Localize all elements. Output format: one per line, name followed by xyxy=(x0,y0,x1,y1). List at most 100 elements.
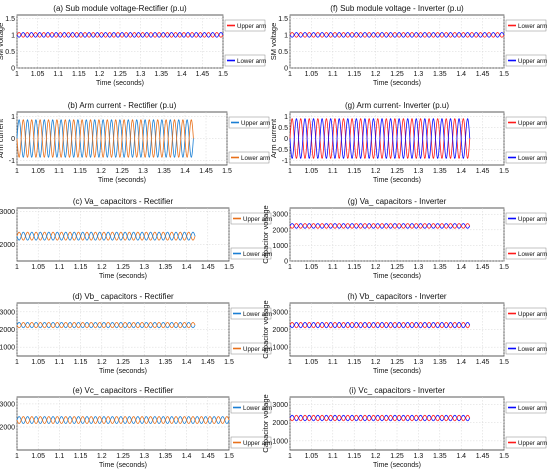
legend-box xyxy=(505,436,547,449)
legend-entry-1: Lower arm xyxy=(505,401,547,414)
y-tick-label: 0 xyxy=(11,66,15,73)
y-tick-label: 2000 xyxy=(272,420,288,427)
x-tick-label: 1.5 xyxy=(499,168,509,175)
legend-label: Lower arm xyxy=(243,251,272,258)
x-tick-label: 1 xyxy=(15,453,19,460)
x-tick-label: 1.5 xyxy=(222,168,232,175)
x-tick-label: 1.2 xyxy=(371,359,381,366)
y-tick-label: 3000 xyxy=(272,212,288,219)
x-tick-label: 1.25 xyxy=(116,453,130,460)
legend-entry-1: Lower arm xyxy=(230,307,272,320)
x-tick-label: 1.5 xyxy=(224,453,234,460)
x-tick-label: 1.15 xyxy=(347,168,361,175)
legend-label: Upper arm xyxy=(518,440,547,447)
y-tick-label: 3000 xyxy=(272,309,288,316)
y-tick-label: 0.5 xyxy=(278,49,288,56)
legend-entry-1: Upper arm xyxy=(505,307,547,320)
x-tick-label: 1.05 xyxy=(305,71,319,78)
x-tick-label: 1.3 xyxy=(414,264,424,271)
x-tick-label: 1.05 xyxy=(305,359,319,366)
x-tick-label: 1.5 xyxy=(224,359,234,366)
legend-box xyxy=(224,19,266,32)
subplot-7: (g) Arm current- Inverter (p.u) 1 1.05 1.1 1… xyxy=(269,101,547,184)
x-tick-label: 1.5 xyxy=(499,264,509,271)
x-tick-label: 1.4 xyxy=(177,71,187,78)
subplot-9: (h) Vb_ capacitors - Inverter 1 1.05 1.1 1.1… xyxy=(261,292,547,375)
x-tick-label: 1.5 xyxy=(499,453,509,460)
legend-label: Upper arm xyxy=(243,216,272,223)
x-tick-label: 1.35 xyxy=(433,359,447,366)
x-tick-label: 1.45 xyxy=(476,453,490,460)
y-tick-label: 2000 xyxy=(0,327,15,334)
x-tick-label: 1 xyxy=(288,359,292,366)
legend-entry-1: Upper arm xyxy=(505,212,547,225)
series-line-2 xyxy=(16,416,230,424)
x-tick-label: 1 xyxy=(288,168,292,175)
y-tick-label: -1 xyxy=(282,158,288,165)
x-tick-label: 1.2 xyxy=(371,71,381,78)
x-tick-label: 1.3 xyxy=(414,71,424,78)
y-tick-label: 0 xyxy=(284,259,288,266)
series-line-2 xyxy=(16,119,194,158)
legend-entry-2: Upper arm xyxy=(230,342,272,355)
x-tick-label: 1.35 xyxy=(433,71,447,78)
y-tick-label: 1000 xyxy=(272,243,288,250)
y-tick-label: 1 xyxy=(11,32,15,39)
legend-entry-2: Lower arm xyxy=(505,151,547,164)
x-axis-label: Time (seconds) xyxy=(98,177,146,184)
x-tick-label: 1.05 xyxy=(31,453,45,460)
x-tick-label: 1 xyxy=(15,71,19,78)
subplot-3: (c) Va_ capacitors - Rectifier 1 1.05 1.1 1.… xyxy=(0,197,272,280)
axes-box xyxy=(289,14,505,69)
x-tick-label: 1.2 xyxy=(96,168,106,175)
subplot-title: (g) Va_ capacitors - Inverter xyxy=(348,197,447,206)
legend-label: Upper arm xyxy=(518,120,547,127)
x-tick-label: 1.05 xyxy=(31,264,45,271)
legend-entry-2: Upper arm xyxy=(505,54,547,67)
legend-label: Lower arm xyxy=(241,155,270,162)
series-line-2 xyxy=(289,32,505,38)
x-tick-label: 1.35 xyxy=(433,168,447,175)
x-tick-label: 1.15 xyxy=(73,168,87,175)
subplot-title: (h) Vb_ capacitors - Inverter xyxy=(347,292,446,301)
x-tick-label: 1.25 xyxy=(113,71,127,78)
x-tick-label: 1.45 xyxy=(196,71,210,78)
x-tick-label: 1.15 xyxy=(74,359,88,366)
y-axis-label: Capacitor voltage xyxy=(261,300,270,358)
x-tick-label: 1.15 xyxy=(347,264,361,271)
series-line-2 xyxy=(289,414,471,422)
legend-label: Lower arm xyxy=(243,405,272,412)
y-tick-label: -0.5 xyxy=(276,147,288,154)
x-tick-label: 1.05 xyxy=(305,168,319,175)
legend-box xyxy=(505,54,547,67)
legend-entry-1: Lower arm xyxy=(505,19,547,32)
legend-entry-1: Upper arm xyxy=(505,116,547,129)
legend-box xyxy=(505,212,547,225)
x-tick-label: 1.3 xyxy=(414,453,424,460)
legend-entry-2: Lower arm xyxy=(505,247,547,260)
x-axis-label: Time (seconds) xyxy=(373,273,421,280)
x-tick-label: 1.15 xyxy=(347,71,361,78)
legend-box xyxy=(230,436,272,449)
x-tick-label: 1.3 xyxy=(138,168,148,175)
x-tick-label: 1.1 xyxy=(328,71,338,78)
y-tick-label: 1 xyxy=(284,114,288,121)
x-tick-label: 1.05 xyxy=(305,453,319,460)
x-tick-label: 1 xyxy=(15,359,19,366)
subplot-title: (a) Sub module voltage-Rectifier (p.u) xyxy=(53,4,187,13)
x-tick-label: 1.1 xyxy=(55,453,65,460)
y-tick-label: 2000 xyxy=(0,424,15,431)
x-tick-label: 1 xyxy=(288,453,292,460)
legend-label: Upper arm xyxy=(518,311,547,318)
x-tick-label: 1.05 xyxy=(31,168,45,175)
legend-entry-2: Lower arm xyxy=(505,342,547,355)
x-tick-label: 1.25 xyxy=(115,168,129,175)
series-line-2 xyxy=(16,231,196,241)
legend-label: Lower arm xyxy=(518,251,547,258)
legend-box xyxy=(505,151,547,164)
x-tick-label: 1.35 xyxy=(154,71,168,78)
legend-box xyxy=(505,116,547,129)
series-line-2 xyxy=(289,118,471,159)
subplot-title: (g) Arm current- Inverter (p.u) xyxy=(345,101,449,110)
x-tick-label: 1.35 xyxy=(433,453,447,460)
